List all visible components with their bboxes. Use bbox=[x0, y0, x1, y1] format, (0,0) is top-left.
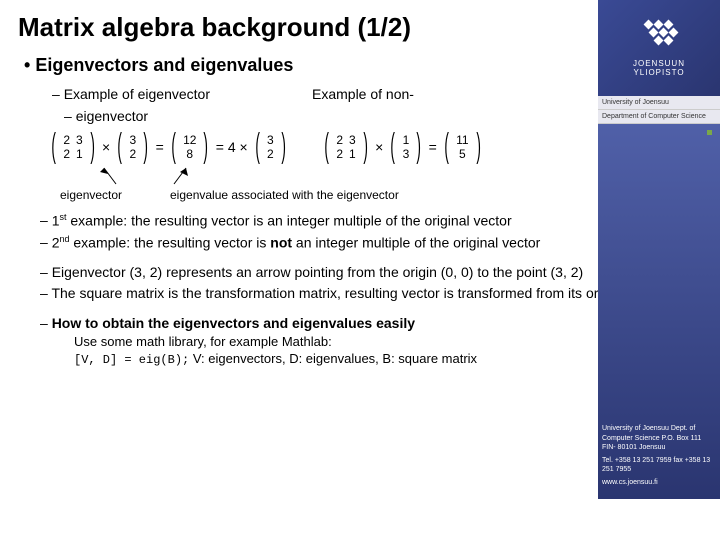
sidebar-body: University of Joensuu Dept. of Computer … bbox=[598, 124, 720, 499]
logo: JOENSUUN YLIOPISTO bbox=[598, 0, 720, 96]
sub-logo-1: University of Joensuu bbox=[598, 96, 720, 110]
sub-logo-2: Department of Computer Science bbox=[598, 110, 720, 124]
sidebar: JOENSUUN YLIOPISTO University of Joensuu… bbox=[598, 0, 720, 540]
contact-info: University of Joensuu Dept. of Computer … bbox=[602, 424, 716, 491]
green-dot-icon bbox=[707, 130, 712, 135]
arrow-eigenvector bbox=[96, 166, 136, 188]
arrow-eigenvalue bbox=[168, 166, 208, 188]
